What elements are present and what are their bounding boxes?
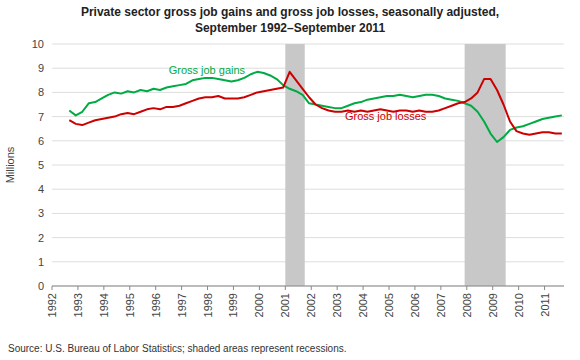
x-tick-label: 1995: [124, 293, 136, 317]
x-tick: [544, 286, 545, 290]
x-tick: [363, 286, 364, 290]
series-line: [69, 72, 562, 142]
x-tick-label: 1999: [227, 293, 239, 317]
y-tick-label: 0: [38, 280, 44, 292]
x-tick-label: 2001: [279, 293, 291, 317]
x-tick: [52, 286, 53, 290]
x-tick-label: 1996: [150, 293, 162, 317]
x-tick-label: 2005: [383, 293, 395, 317]
x-tick: [414, 286, 415, 290]
x-tick-label: 2007: [435, 293, 447, 317]
annotation: Gross job losses: [345, 110, 427, 122]
x-tick: [466, 286, 467, 290]
y-axis-label: Millions: [4, 146, 16, 183]
grid-line: [52, 286, 564, 287]
x-tick: [181, 286, 182, 290]
x-tick: [311, 286, 312, 290]
subtitle: September 1992–September 2011: [195, 21, 385, 35]
y-tick-label: 5: [38, 159, 44, 171]
x-tick: [103, 286, 104, 290]
plot-area: [69, 44, 562, 286]
x-tick: [492, 286, 493, 290]
x-tick-label: 2004: [357, 293, 369, 317]
y-tick-label: 6: [38, 135, 44, 147]
x-tick-label: 2011: [539, 293, 551, 317]
x-tick-label: 2003: [331, 293, 343, 317]
x-tick: [337, 286, 338, 290]
x-tick-label: 1992: [46, 293, 58, 317]
x-tick: [285, 286, 286, 290]
x-tick-label: 2000: [253, 293, 265, 317]
y-tick-label: 4: [38, 183, 44, 195]
x-tick: [77, 286, 78, 290]
x-tick: [207, 286, 208, 290]
x-tick: [129, 286, 130, 290]
x-tick: [233, 286, 234, 290]
y-tick-label: 8: [38, 86, 44, 98]
x-tick-label: 1993: [72, 293, 84, 317]
x-tick: [259, 286, 260, 290]
annotation: Gross job gains: [169, 64, 246, 76]
y-grid: [52, 44, 564, 286]
x-tick-label: 2009: [487, 293, 499, 317]
x-tick-label: 1998: [202, 293, 214, 317]
x-axis-line: [52, 286, 564, 287]
x-tick: [518, 286, 519, 290]
x-tick: [440, 286, 441, 290]
y-tick-label: 1: [38, 256, 44, 268]
x-tick-label: 2006: [409, 293, 421, 317]
y-tick-label: 3: [38, 207, 44, 219]
y-tick-label: 2: [38, 232, 44, 244]
chart: Private sector gross job gains and gross…: [0, 0, 580, 360]
y-tick-label: 9: [38, 62, 44, 74]
x-tick-label: 2002: [305, 293, 317, 317]
x-tick-label: 1994: [98, 293, 110, 317]
title: Private sector gross job gains and gross…: [81, 5, 499, 19]
series-line: [69, 72, 562, 135]
recession-band: [465, 44, 506, 286]
x-tick-label: 1997: [176, 293, 188, 317]
x-tick: [155, 286, 156, 290]
x-tick: [389, 286, 390, 290]
source-note: Source: U.S. Bureau of Labor Statistics;…: [8, 343, 347, 354]
y-tick-label: 10: [32, 38, 44, 50]
x-tick-label: 2010: [513, 293, 525, 317]
x-tick-label: 2008: [461, 293, 473, 317]
y-tick-label: 7: [38, 111, 44, 123]
